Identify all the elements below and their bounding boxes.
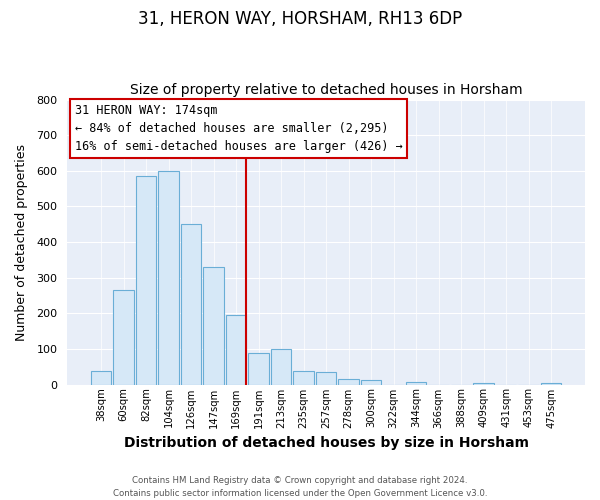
Bar xyxy=(203,267,224,384)
Bar xyxy=(248,353,269,384)
Y-axis label: Number of detached properties: Number of detached properties xyxy=(15,144,28,340)
Title: Size of property relative to detached houses in Horsham: Size of property relative to detached ho… xyxy=(130,83,523,97)
Bar xyxy=(338,379,359,384)
Bar xyxy=(158,171,179,384)
Bar xyxy=(293,371,314,384)
Bar xyxy=(316,372,337,384)
Bar xyxy=(181,224,202,384)
Bar xyxy=(91,371,112,384)
Bar xyxy=(541,382,562,384)
Bar xyxy=(406,382,427,384)
Bar xyxy=(226,315,247,384)
Text: Contains HM Land Registry data © Crown copyright and database right 2024.
Contai: Contains HM Land Registry data © Crown c… xyxy=(113,476,487,498)
Text: 31, HERON WAY, HORSHAM, RH13 6DP: 31, HERON WAY, HORSHAM, RH13 6DP xyxy=(138,10,462,28)
Bar xyxy=(361,380,382,384)
Bar xyxy=(271,349,292,384)
Bar xyxy=(473,382,494,384)
Bar xyxy=(136,176,157,384)
X-axis label: Distribution of detached houses by size in Horsham: Distribution of detached houses by size … xyxy=(124,436,529,450)
Bar xyxy=(113,290,134,384)
Text: 31 HERON WAY: 174sqm
← 84% of detached houses are smaller (2,295)
16% of semi-de: 31 HERON WAY: 174sqm ← 84% of detached h… xyxy=(75,104,403,153)
